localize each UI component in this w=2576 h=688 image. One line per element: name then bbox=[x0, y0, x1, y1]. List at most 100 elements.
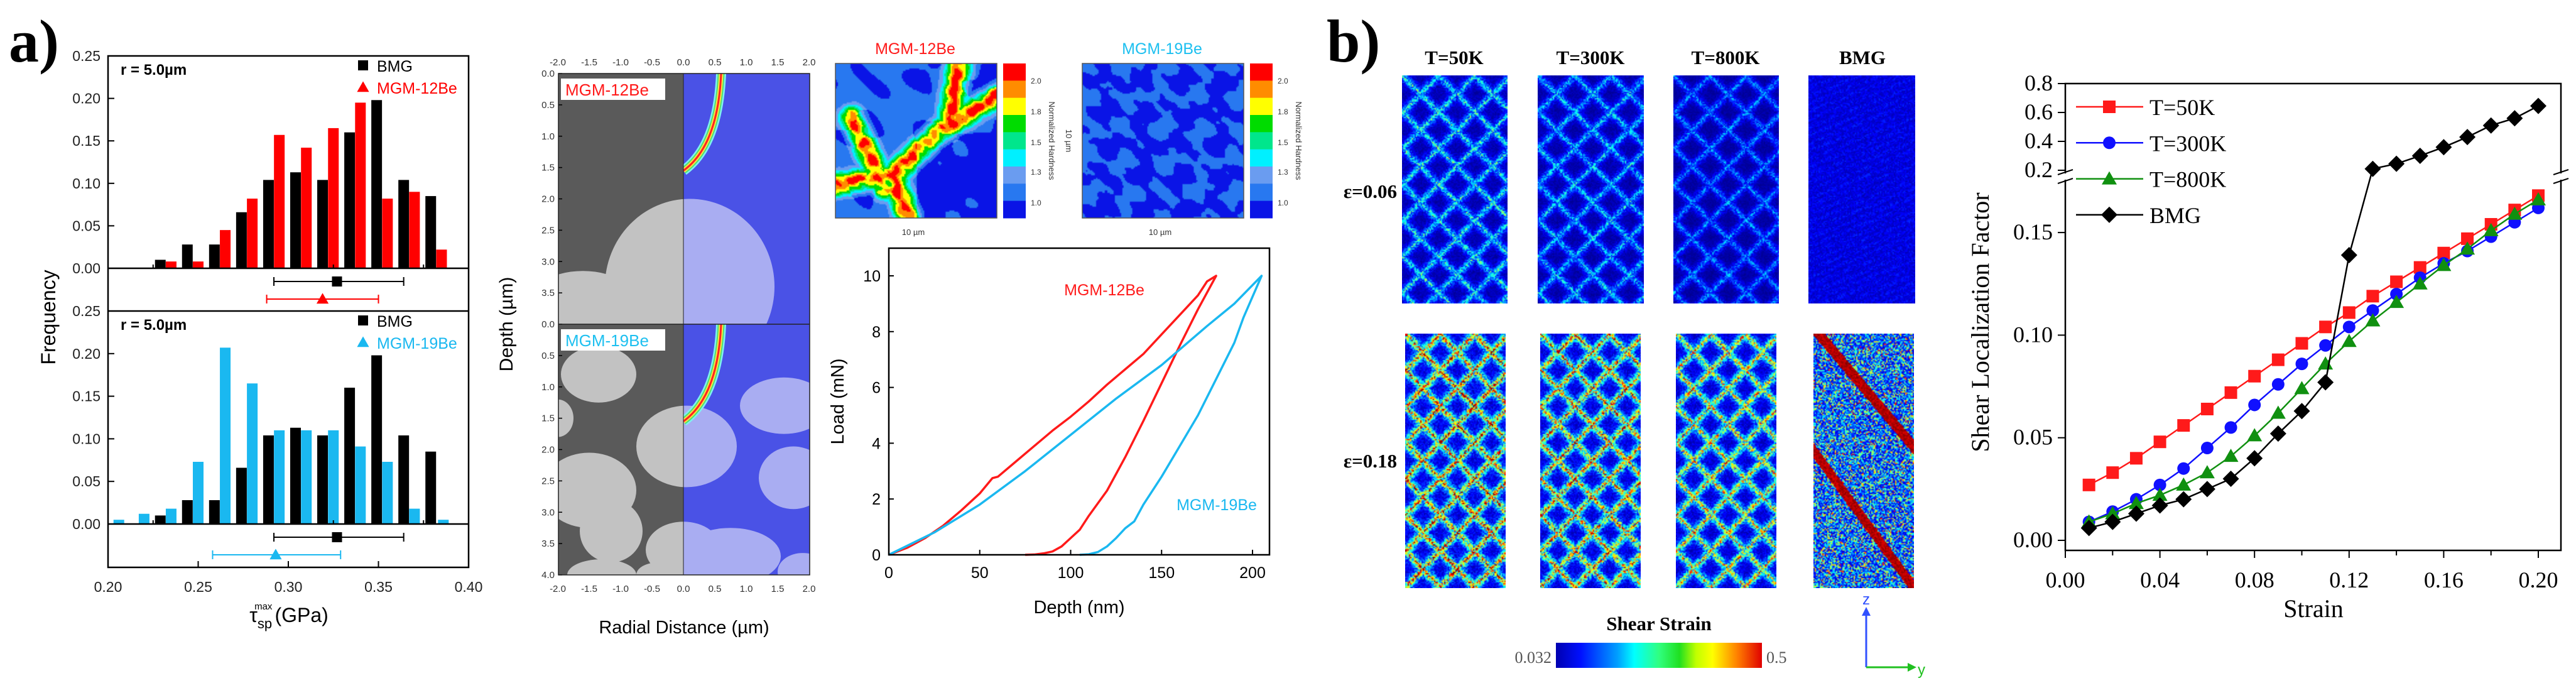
mean-marker bbox=[269, 549, 282, 560]
curve-label-mgm-19be: MGM-19Be bbox=[1177, 496, 1257, 514]
mean-marker bbox=[316, 293, 329, 304]
x-tick-label: 100 bbox=[1058, 564, 1084, 582]
histogram-bar bbox=[317, 435, 329, 524]
data-point bbox=[2461, 232, 2474, 245]
row-label: ε=0.06 bbox=[1344, 180, 1397, 202]
histogram-bar bbox=[355, 102, 366, 269]
colorbar-label: Normalized Hardness bbox=[1047, 102, 1057, 180]
x-tick-label-bottom: 2.0 bbox=[803, 584, 816, 594]
histogram-bar bbox=[182, 244, 193, 268]
data-point bbox=[2271, 378, 2285, 391]
legend-label: MGM-12Be bbox=[377, 80, 457, 97]
x-tick-label: 0.04 bbox=[2140, 567, 2180, 592]
axis-y-label: y bbox=[1918, 662, 1925, 679]
data-point bbox=[2531, 192, 2546, 205]
stress-dendrite bbox=[778, 553, 810, 575]
colorbar-min-label: 0.032 bbox=[1515, 648, 1552, 667]
x-tick-label: 0.08 bbox=[2235, 567, 2274, 592]
data-point bbox=[2460, 241, 2475, 255]
colorbar-title: Shear Strain bbox=[1606, 613, 1711, 635]
stress-contour bbox=[683, 74, 722, 172]
data-point bbox=[2153, 435, 2166, 449]
y-tick-label: 2.0 bbox=[541, 194, 555, 205]
y-arrowhead bbox=[1908, 663, 1916, 672]
y-tick-label: 0.00 bbox=[72, 260, 101, 276]
strain-map-bmg-006 bbox=[1808, 75, 1915, 303]
scale-label: 10 µm bbox=[902, 227, 925, 237]
data-point bbox=[2319, 339, 2332, 352]
x-tick-label: 0.00 bbox=[2046, 567, 2085, 592]
histogram-bar bbox=[290, 172, 301, 268]
colorbar-tick-label: 1.5 bbox=[1031, 138, 1041, 147]
data-point bbox=[2364, 160, 2381, 177]
strain-map-300k-018 bbox=[1540, 334, 1641, 588]
data-point bbox=[2437, 246, 2450, 259]
axis-break-mark bbox=[2553, 169, 2569, 175]
histogram-bar bbox=[182, 500, 193, 524]
data-point bbox=[2342, 320, 2356, 334]
data-point bbox=[2128, 496, 2144, 510]
colorbar-block bbox=[1250, 115, 1273, 133]
micrograph-sem-half bbox=[558, 74, 683, 324]
x-tick-label-top: -0.5 bbox=[644, 57, 660, 68]
x-axis-label-symbol: τ bbox=[249, 604, 258, 626]
histogram-bar bbox=[290, 427, 301, 524]
mean-marker bbox=[332, 532, 342, 542]
micrograph-stress-half bbox=[683, 324, 810, 575]
colorbar-block bbox=[1003, 200, 1026, 219]
x-tick-label: 0.35 bbox=[364, 579, 393, 595]
row-label: ε=0.18 bbox=[1344, 450, 1397, 472]
y-tick-label: 0.25 bbox=[72, 48, 101, 64]
x-tick-label-top: 0.5 bbox=[709, 57, 722, 68]
sem-dendrite bbox=[567, 559, 636, 575]
data-point bbox=[2176, 477, 2192, 491]
y-tick-label: 0.10 bbox=[2013, 322, 2053, 347]
data-point bbox=[2341, 334, 2357, 347]
stress-dendrite bbox=[683, 405, 737, 488]
data-point bbox=[2390, 275, 2403, 288]
histogram-bar bbox=[220, 230, 231, 268]
x-tick-label-bottom: 0.0 bbox=[677, 584, 690, 594]
data-point bbox=[2177, 419, 2190, 432]
legend-label: BMG bbox=[377, 313, 413, 330]
shear-strain-colorbar bbox=[1556, 643, 1762, 668]
y-tick-label: 2 bbox=[872, 491, 881, 508]
x-tick-label: 0.20 bbox=[94, 579, 122, 595]
data-point bbox=[2413, 261, 2427, 274]
data-point bbox=[2248, 398, 2261, 412]
stress-dendrite bbox=[759, 446, 810, 510]
histogram-bar bbox=[425, 196, 437, 268]
y-tick-label: 8 bbox=[872, 324, 881, 341]
x-tick-label-top: 1.0 bbox=[740, 57, 753, 68]
legend-label: T=300K bbox=[2149, 131, 2226, 156]
data-point bbox=[2295, 358, 2308, 371]
data-point bbox=[2412, 276, 2428, 290]
y-tick-label: 0.0 bbox=[541, 68, 555, 79]
data-point bbox=[2294, 381, 2310, 395]
scale-label: 10 µm bbox=[1149, 227, 1171, 237]
colorbar-block bbox=[1250, 80, 1273, 99]
colorbar-label: Normalized Hardness bbox=[1294, 102, 1303, 180]
data-point bbox=[2295, 337, 2308, 350]
data-point bbox=[2388, 155, 2405, 172]
legend-label: BMG bbox=[2149, 203, 2201, 228]
data-point bbox=[2366, 290, 2379, 303]
data-point bbox=[2129, 452, 2143, 465]
colorbar-block bbox=[1250, 63, 1273, 81]
data-point bbox=[2319, 320, 2332, 334]
colorbar-tick-label: 1.8 bbox=[1031, 107, 1041, 116]
histogram-bar bbox=[425, 451, 437, 524]
colorbar-block bbox=[1003, 149, 1026, 167]
data-point bbox=[2153, 478, 2166, 491]
micrograph-stress-half bbox=[683, 74, 810, 324]
strain-map-800k-006 bbox=[1673, 75, 1779, 303]
histogram-bar bbox=[263, 435, 274, 524]
data-point bbox=[2389, 295, 2405, 309]
histogram-bar bbox=[436, 249, 447, 268]
sem-dendrite bbox=[646, 521, 683, 575]
axis-break-gap bbox=[2556, 173, 2566, 180]
histogram-bar bbox=[247, 383, 258, 524]
colorbar-block bbox=[1250, 149, 1273, 167]
data-point bbox=[2199, 465, 2215, 479]
